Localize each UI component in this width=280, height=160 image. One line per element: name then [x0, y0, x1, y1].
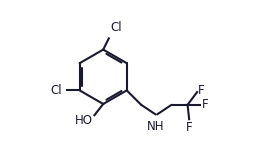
Text: F: F [186, 121, 192, 134]
Text: Cl: Cl [110, 21, 122, 34]
Text: HO: HO [75, 113, 93, 127]
Text: Cl: Cl [50, 84, 62, 97]
Text: NH: NH [147, 120, 164, 133]
Text: F: F [202, 98, 209, 111]
Text: F: F [198, 84, 205, 97]
